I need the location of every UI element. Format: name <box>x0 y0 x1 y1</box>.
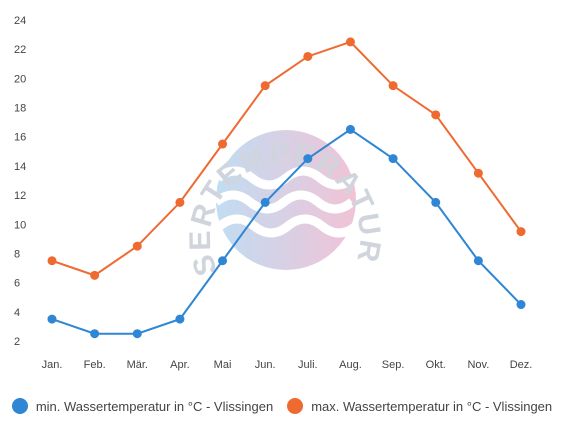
x-tick-label: Aug. <box>339 359 362 371</box>
x-tick-label: Feb. <box>84 359 106 371</box>
series-line-1 <box>51 40 522 277</box>
data-point[interactable] <box>132 241 142 251</box>
x-tick-label: Okt. <box>426 359 446 371</box>
legend-label-min: min. Wassertemperatur in °C - Vlissingen <box>35 398 274 414</box>
data-point[interactable] <box>260 81 270 91</box>
watermark-logo: WASSERTEMPERATUR.ORG <box>0 0 385 280</box>
data-point[interactable] <box>303 154 313 164</box>
data-point[interactable] <box>90 329 100 339</box>
x-tick-label: Jan. <box>42 359 63 371</box>
legend-item-min[interactable]: min. Wassertemperatur in °C - Vlissingen <box>11 398 274 414</box>
data-point[interactable] <box>218 256 228 266</box>
data-point[interactable] <box>473 168 483 178</box>
legend-dot-min <box>11 398 28 414</box>
x-tick-label: Mai <box>214 359 232 371</box>
y-tick-label: 22 <box>14 44 26 56</box>
x-tick-label: Sep. <box>382 359 405 371</box>
data-point[interactable] <box>132 329 142 339</box>
y-tick-label: 16 <box>14 132 26 144</box>
legend-dot-max <box>287 398 304 414</box>
data-point[interactable] <box>345 124 355 134</box>
series-line-0 <box>51 128 522 335</box>
data-point[interactable] <box>473 256 483 266</box>
data-point[interactable] <box>388 154 398 164</box>
data-point[interactable] <box>90 270 100 280</box>
legend: min. Wassertemperatur in °C - Vlissingen… <box>0 394 564 418</box>
data-point[interactable] <box>303 51 313 61</box>
series-layer <box>47 37 526 339</box>
y-tick-label: 10 <box>14 219 26 231</box>
x-tick-label: Mär. <box>127 359 148 371</box>
y-tick-label: 8 <box>14 248 20 260</box>
line-chart: WASSERTEMPERATUR.ORG 2468101214161820222… <box>0 0 533 371</box>
y-tick-label: 2 <box>14 336 20 348</box>
data-point[interactable] <box>47 256 57 266</box>
x-axis: Jan. Feb. Mär. Apr. Mai Jun. Juli. Aug. Sep. Okt.… <box>42 359 533 371</box>
x-tick-label: Apr. <box>170 359 190 371</box>
data-point[interactable] <box>218 139 228 149</box>
data-point[interactable] <box>388 81 398 91</box>
y-tick-label: 18 <box>14 103 26 115</box>
data-point[interactable] <box>175 197 185 207</box>
y-tick-label: 12 <box>14 190 26 202</box>
legend-item-max[interactable]: max. Wassertemperatur in °C - Vlissingen <box>287 398 552 414</box>
y-tick-label: 24 <box>14 15 26 27</box>
data-point[interactable] <box>431 110 441 120</box>
x-tick-label: Dez. <box>510 359 533 371</box>
x-tick-label: Juli. <box>298 359 318 371</box>
data-point[interactable] <box>260 197 270 207</box>
legend-label-max: max. Wassertemperatur in °C - Vlissingen <box>311 398 553 414</box>
y-tick-label: 20 <box>14 73 26 85</box>
y-tick-label: 14 <box>14 161 26 173</box>
data-point[interactable] <box>47 314 57 324</box>
y-tick-label: 4 <box>14 307 20 319</box>
data-point[interactable] <box>431 197 441 207</box>
x-tick-label: Jun. <box>255 359 276 371</box>
x-tick-label: Nov. <box>467 359 489 371</box>
y-tick-label: 6 <box>14 278 20 290</box>
data-point[interactable] <box>516 227 526 237</box>
data-point[interactable] <box>345 37 355 47</box>
data-point[interactable] <box>175 314 185 324</box>
data-point[interactable] <box>516 300 526 310</box>
